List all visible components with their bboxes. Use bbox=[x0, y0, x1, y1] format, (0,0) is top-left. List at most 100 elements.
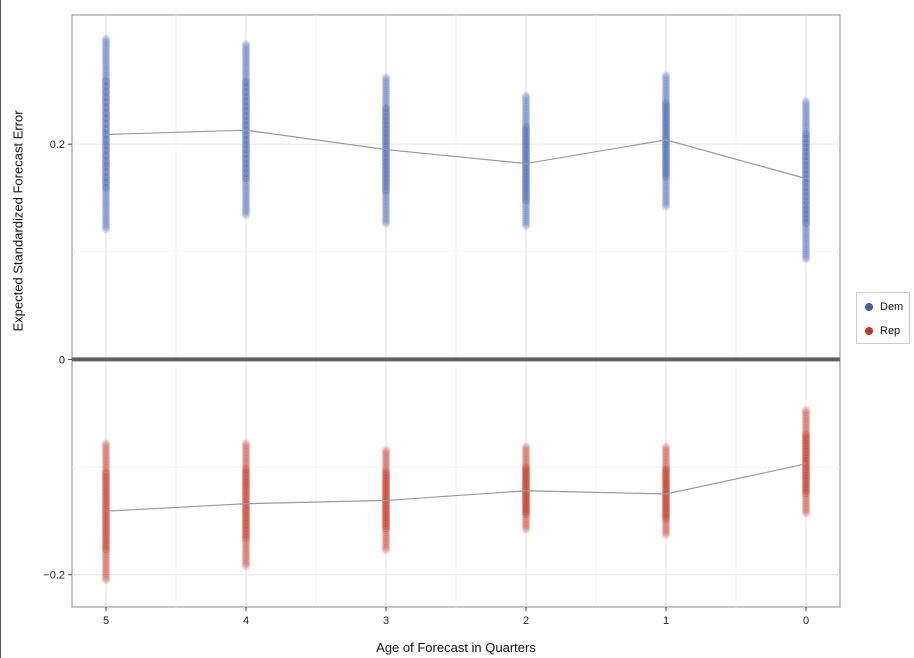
point-dem-4 bbox=[242, 97, 250, 106]
point-rep-0 bbox=[802, 447, 810, 456]
point-rep-0 bbox=[802, 489, 810, 498]
point-dem-1 bbox=[662, 97, 670, 106]
point-dem-5 bbox=[102, 114, 110, 123]
point-dem-4 bbox=[242, 176, 250, 185]
point-dem-3 bbox=[382, 138, 390, 147]
point-rep-1 bbox=[662, 497, 670, 506]
point-dem-4 bbox=[242, 204, 250, 213]
point-dem-3 bbox=[382, 156, 390, 165]
point-rep-1 bbox=[662, 484, 670, 493]
point-dem-0 bbox=[802, 121, 810, 130]
point-dem-5 bbox=[102, 141, 110, 150]
point-dem-0 bbox=[802, 149, 810, 158]
point-rep-0 bbox=[802, 450, 810, 458]
point-dem-3 bbox=[382, 125, 390, 134]
point-dem-5 bbox=[102, 135, 110, 144]
point-dem-2 bbox=[522, 184, 530, 193]
point-dem-3 bbox=[382, 134, 390, 143]
point-dem-0 bbox=[802, 97, 810, 106]
point-dem-4 bbox=[242, 202, 250, 211]
point-dem-0 bbox=[802, 187, 810, 196]
point-dem-4 bbox=[242, 121, 250, 130]
point-dem-1 bbox=[662, 73, 670, 82]
point-rep-3 bbox=[382, 545, 390, 554]
point-dem-3 bbox=[382, 125, 390, 134]
point-dem-2 bbox=[522, 130, 530, 139]
point-rep-2 bbox=[522, 493, 530, 502]
point-rep-2 bbox=[522, 464, 530, 473]
point-rep-0 bbox=[802, 419, 810, 428]
point-dem-4 bbox=[242, 178, 250, 187]
point-dem-3 bbox=[382, 121, 390, 130]
point-rep-4 bbox=[242, 518, 250, 527]
point-rep-4 bbox=[242, 450, 250, 459]
point-dem-4 bbox=[242, 81, 250, 90]
x-tick-label-5: 5 bbox=[103, 615, 109, 627]
point-rep-5 bbox=[102, 514, 110, 523]
point-rep-4 bbox=[242, 448, 250, 457]
point-dem-0 bbox=[802, 156, 810, 165]
point-rep-3 bbox=[382, 506, 390, 515]
point-rep-2 bbox=[522, 466, 530, 475]
point-rep-1 bbox=[662, 458, 670, 467]
point-rep-5 bbox=[102, 547, 110, 556]
point-dem-5 bbox=[102, 203, 110, 212]
point-dem-5 bbox=[102, 100, 110, 109]
point-dem-3 bbox=[382, 133, 390, 142]
point-dem-1 bbox=[662, 168, 670, 177]
point-rep-2 bbox=[522, 523, 530, 532]
point-rep-5 bbox=[102, 573, 110, 582]
point-dem-4 bbox=[242, 151, 250, 160]
point-dem-1 bbox=[662, 163, 670, 172]
point-rep-2 bbox=[522, 525, 530, 534]
point-dem-1 bbox=[662, 189, 670, 198]
point-dem-2 bbox=[522, 149, 530, 158]
point-rep-5 bbox=[102, 468, 110, 477]
point-rep-4 bbox=[242, 479, 250, 488]
point-rep-4 bbox=[242, 524, 250, 533]
y-tick-label: −0.2 bbox=[43, 570, 65, 582]
point-dem-1 bbox=[662, 112, 670, 121]
point-rep-1 bbox=[662, 473, 670, 482]
point-dem-3 bbox=[382, 170, 390, 179]
point-rep-3 bbox=[382, 474, 390, 483]
point-rep-1 bbox=[662, 513, 670, 522]
x-axis-title: Age of Forecast in Quarters bbox=[376, 640, 536, 655]
point-rep-5 bbox=[102, 537, 110, 546]
point-dem-5 bbox=[102, 96, 110, 104]
point-rep-4 bbox=[242, 513, 250, 522]
point-dem-0 bbox=[802, 145, 810, 154]
point-rep-5 bbox=[102, 461, 110, 470]
point-dem-4 bbox=[242, 130, 250, 139]
point-rep-3 bbox=[382, 450, 390, 459]
point-dem-0 bbox=[802, 101, 810, 110]
point-rep-0 bbox=[802, 500, 810, 509]
point-rep-4 bbox=[242, 489, 250, 498]
point-dem-1 bbox=[662, 139, 670, 148]
point-dem-1 bbox=[662, 86, 670, 95]
point-rep-5 bbox=[102, 512, 110, 521]
point-dem-2 bbox=[522, 111, 530, 120]
point-dem-2 bbox=[522, 123, 530, 132]
point-dem-0 bbox=[802, 136, 810, 145]
point-rep-3 bbox=[382, 510, 390, 519]
point-rep-5 bbox=[102, 450, 110, 459]
point-dem-1 bbox=[662, 75, 670, 84]
point-dem-4 bbox=[242, 83, 250, 92]
point-rep-2 bbox=[522, 444, 530, 453]
point-dem-1 bbox=[662, 191, 670, 200]
point-rep-0 bbox=[802, 417, 810, 426]
point-dem-1 bbox=[662, 117, 670, 126]
point-dem-1 bbox=[662, 145, 670, 154]
point-dem-5 bbox=[102, 60, 110, 69]
point-dem-4 bbox=[242, 198, 250, 207]
point-dem-2 bbox=[522, 155, 530, 164]
point-dem-4 bbox=[242, 57, 250, 66]
point-dem-2 bbox=[522, 93, 530, 102]
point-dem-0 bbox=[802, 178, 810, 187]
point-dem-3 bbox=[382, 73, 390, 82]
point-dem-1 bbox=[662, 125, 670, 134]
point-rep-0 bbox=[802, 467, 810, 476]
point-rep-1 bbox=[662, 470, 670, 479]
point-dem-5 bbox=[102, 159, 110, 168]
